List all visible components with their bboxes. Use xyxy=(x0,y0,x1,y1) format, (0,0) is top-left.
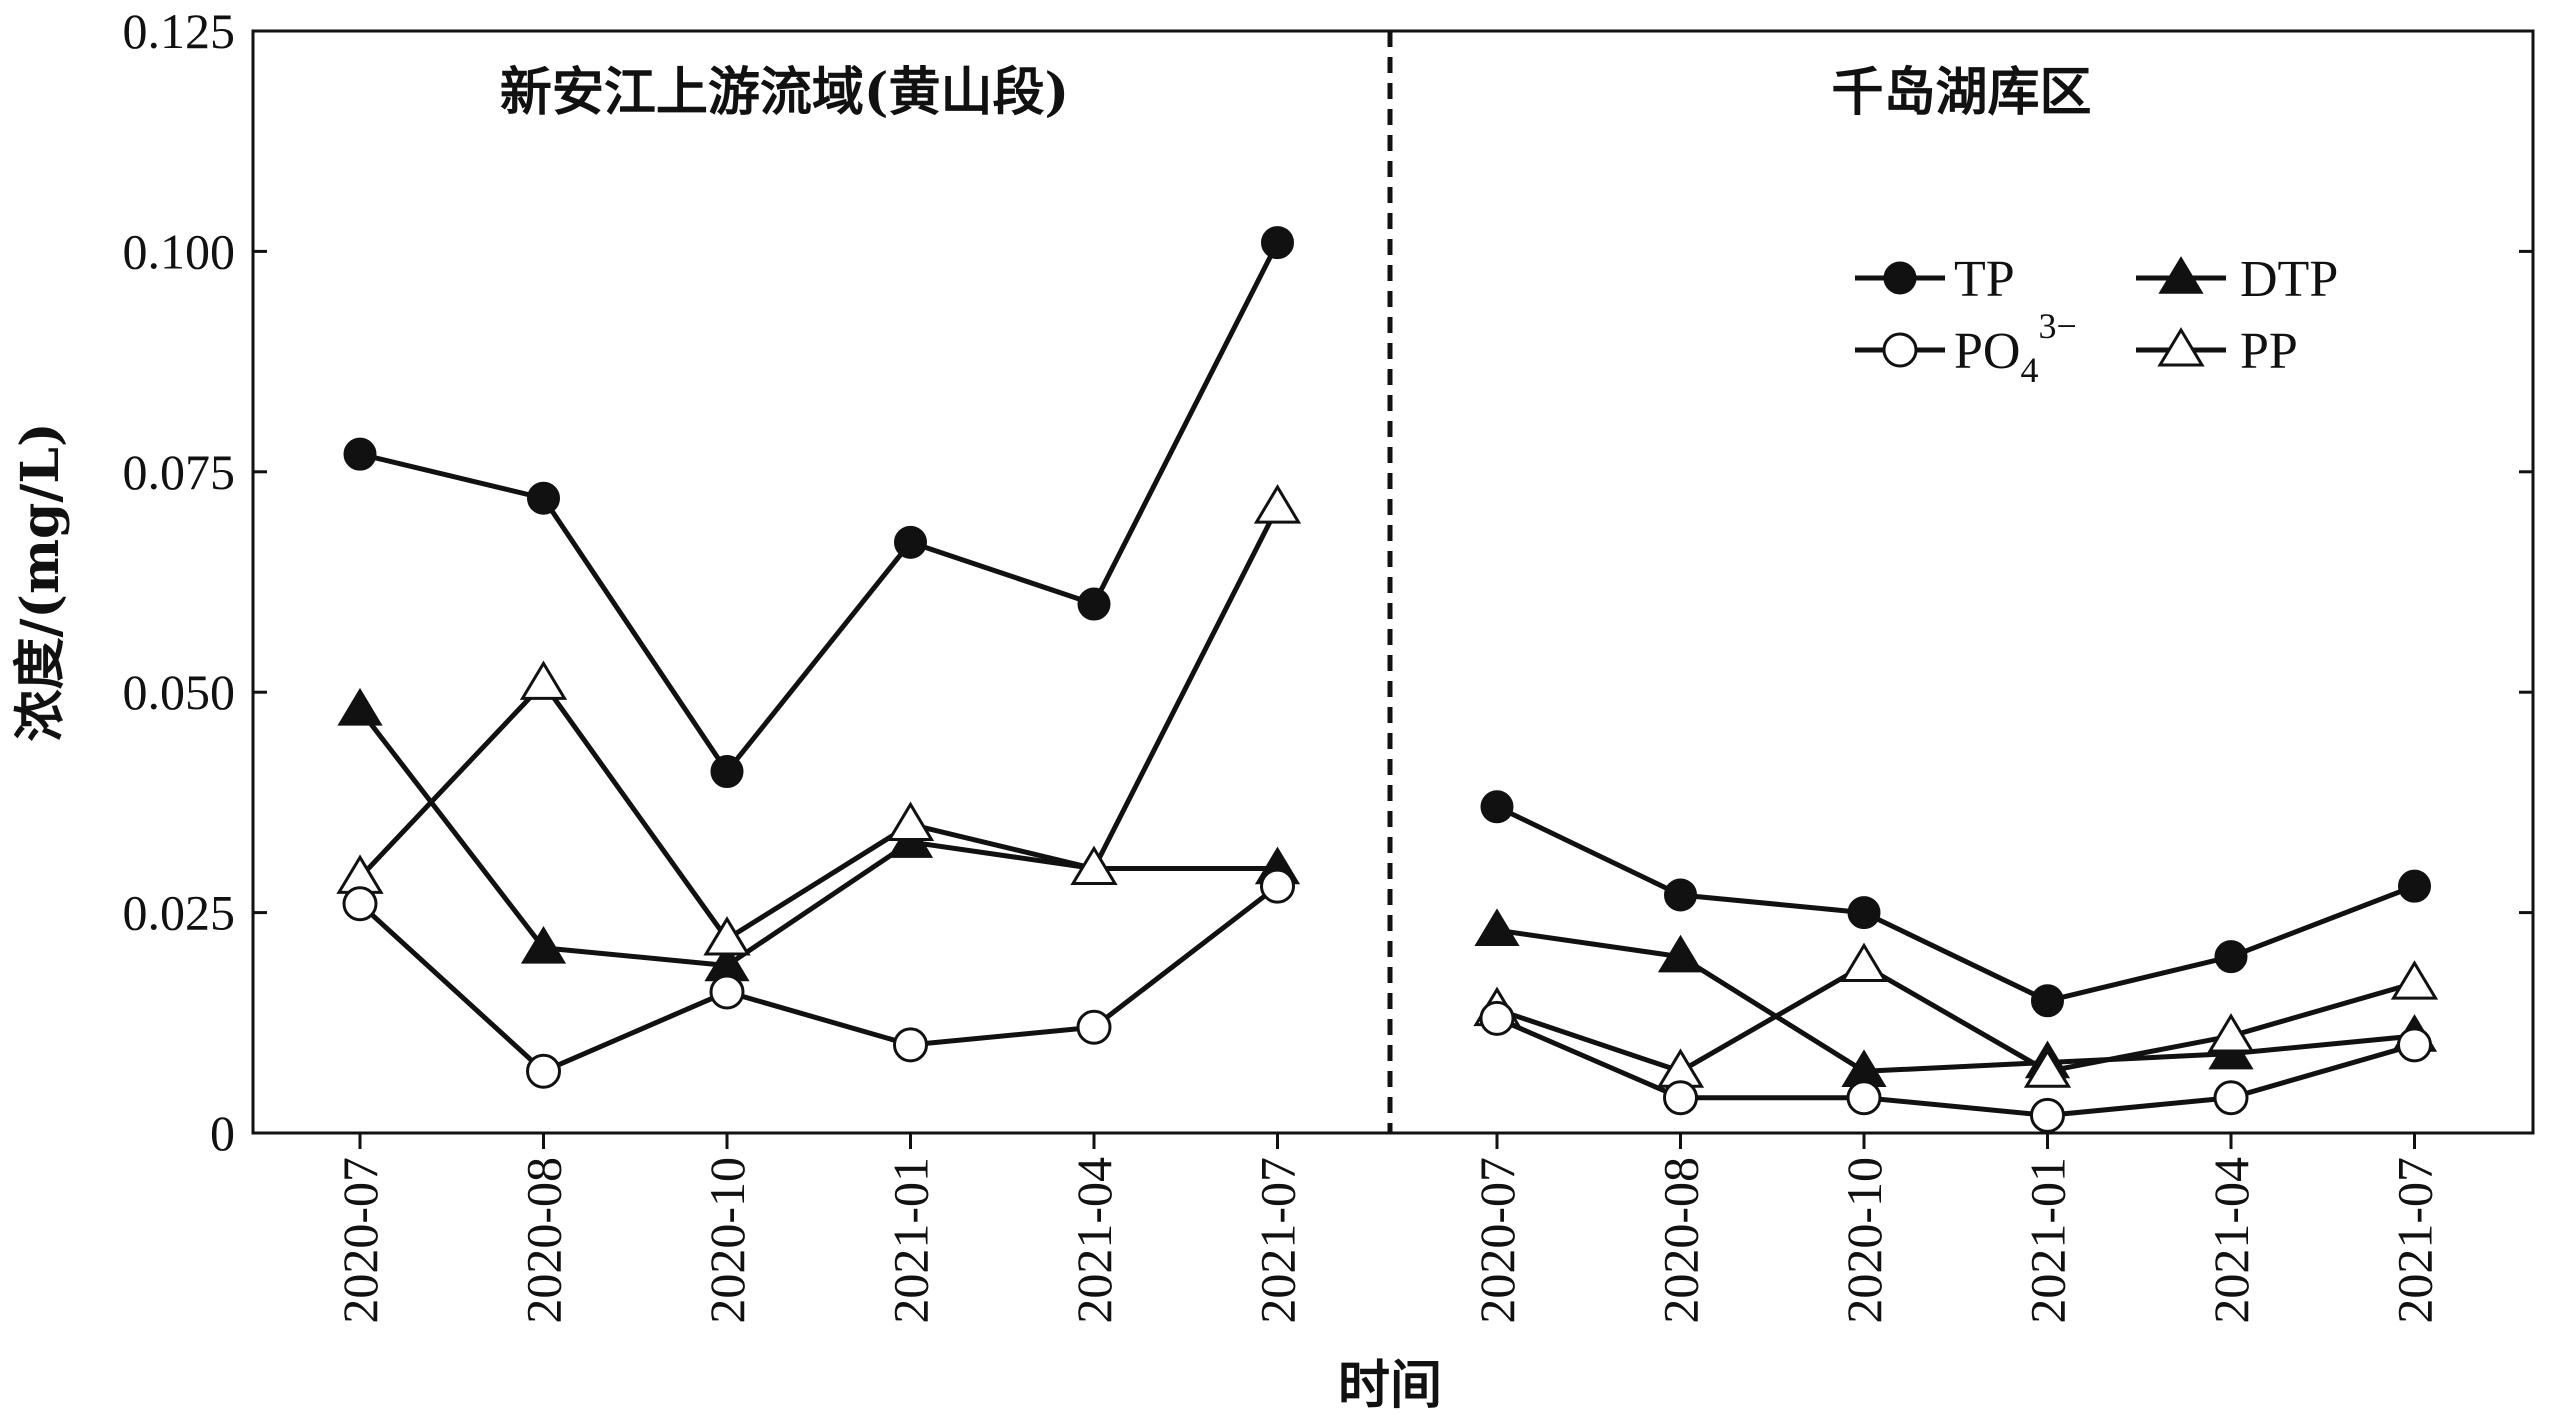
series-TP-panel2 xyxy=(1480,790,2431,1018)
legend-item: TP xyxy=(1855,251,2015,308)
series-TP-panel1 xyxy=(343,226,1294,789)
data-point xyxy=(1847,896,1881,930)
data-point xyxy=(2390,960,2439,1000)
x-tick-label: 2020-07 xyxy=(332,1157,388,1324)
data-point xyxy=(1663,1080,1698,1116)
data-point xyxy=(709,974,745,1010)
x-tick-label: 2020-08 xyxy=(1653,1157,1709,1324)
series-line xyxy=(358,884,1280,1074)
data-point xyxy=(2397,1027,2432,1063)
series-line xyxy=(358,708,1278,968)
legend-marker xyxy=(2158,256,2204,294)
data-point xyxy=(2398,869,2431,903)
data-point xyxy=(894,525,927,559)
y-tick-label: 0.025 xyxy=(123,885,236,941)
x-tick-label: 2020-10 xyxy=(1836,1157,1892,1324)
data-point xyxy=(1260,868,1295,904)
y-tick-label: 0.075 xyxy=(123,444,236,500)
legend-label: DTP xyxy=(2240,251,2338,308)
series-PP-panel1 xyxy=(336,484,1302,956)
legend: TP DTP PO43− PP xyxy=(1855,251,2338,390)
x-tick-label: 2021-07 xyxy=(1250,1157,1306,1324)
data-point xyxy=(519,660,568,700)
y-tick-label: 0 xyxy=(210,1105,235,1161)
x-tick-label: 2021-04 xyxy=(2203,1157,2259,1324)
legend-label: TP xyxy=(1954,251,2015,308)
x-tick-label: 2021-04 xyxy=(1066,1157,1122,1324)
data-point xyxy=(527,481,560,515)
series-line xyxy=(1496,927,2415,1074)
series-line xyxy=(358,505,1280,942)
y-axis: 0 0.025 0.050 0.075 0.100 0.125 xyxy=(123,3,2533,1161)
x-tick-label: 2021-01 xyxy=(883,1157,939,1324)
series-PO43-panel2 xyxy=(1479,1000,2432,1133)
data-point xyxy=(1480,790,1514,824)
series-layer xyxy=(336,226,2439,1133)
data-point xyxy=(2023,1048,2072,1088)
x-axis-title: 时间 xyxy=(1338,1355,1442,1416)
legend-label: PP xyxy=(2240,323,2298,380)
x-tick-label: 2021-07 xyxy=(2387,1157,2443,1324)
y-tick-label: 0.100 xyxy=(123,223,236,279)
data-point xyxy=(1840,942,1888,982)
data-point xyxy=(1077,587,1111,621)
series-line xyxy=(1496,1016,2416,1118)
y-axis-title: 浓度/(mg/L) xyxy=(10,422,71,741)
data-point xyxy=(2213,1080,2249,1116)
data-point xyxy=(1846,1080,1882,1116)
data-point xyxy=(2031,984,2064,1018)
data-point xyxy=(1474,908,1520,946)
x-tick-label: 2020-08 xyxy=(516,1157,572,1324)
data-point xyxy=(1261,226,1294,260)
data-point xyxy=(1664,878,1697,912)
legend-item: PO43− xyxy=(1855,306,2077,390)
data-point xyxy=(1657,934,1704,973)
data-point xyxy=(703,916,751,956)
data-point xyxy=(2030,1097,2065,1133)
panel-title: 新安江上游流域(黄山段) xyxy=(500,62,1069,123)
legend-marker xyxy=(1883,261,1917,295)
titles: 浓度/(mg/L) 时间 xyxy=(10,422,1442,1416)
data-point xyxy=(1070,845,1118,886)
data-point xyxy=(893,1027,928,1063)
series-PO43-panel1 xyxy=(342,868,1295,1089)
plot-frame xyxy=(251,29,2535,1135)
legend-label: PO43− xyxy=(1954,306,2077,390)
series-DTP-panel2 xyxy=(1474,908,2438,1088)
data-point xyxy=(342,886,378,922)
legend-item: DTP xyxy=(2136,251,2338,308)
data-point xyxy=(337,687,383,726)
data-point xyxy=(1253,484,1302,524)
series-line xyxy=(359,241,1280,775)
data-point xyxy=(710,755,744,789)
data-point xyxy=(343,437,377,471)
data-point xyxy=(520,925,567,964)
legend-marker xyxy=(1882,332,1918,368)
data-point xyxy=(886,801,935,841)
x-tick-label: 2021-01 xyxy=(2020,1157,2076,1324)
x-tick-label: 2020-10 xyxy=(699,1157,755,1324)
data-point xyxy=(1076,1009,1112,1045)
x-axis: 2020-07 2020-08 2020-10 2021-01 2021-04 2021-… xyxy=(332,62,2443,1324)
data-point xyxy=(526,1053,561,1089)
panel-title: 千岛湖库区 xyxy=(1831,62,2091,123)
legend-item: PP xyxy=(2136,323,2298,380)
data-point xyxy=(2207,1013,2255,1053)
data-point xyxy=(2214,940,2248,974)
series-line xyxy=(1495,804,2416,1004)
series-DTP-panel1 xyxy=(337,687,1301,982)
y-tick-label: 0.050 xyxy=(123,664,236,720)
x-tick-label: 2020-07 xyxy=(1469,1157,1525,1324)
data-point xyxy=(1479,1000,1515,1036)
series-line xyxy=(1496,962,2416,1074)
legend-marker xyxy=(2157,327,2205,367)
y-tick-label: 0.125 xyxy=(123,3,236,59)
plot-border xyxy=(251,29,2535,1135)
